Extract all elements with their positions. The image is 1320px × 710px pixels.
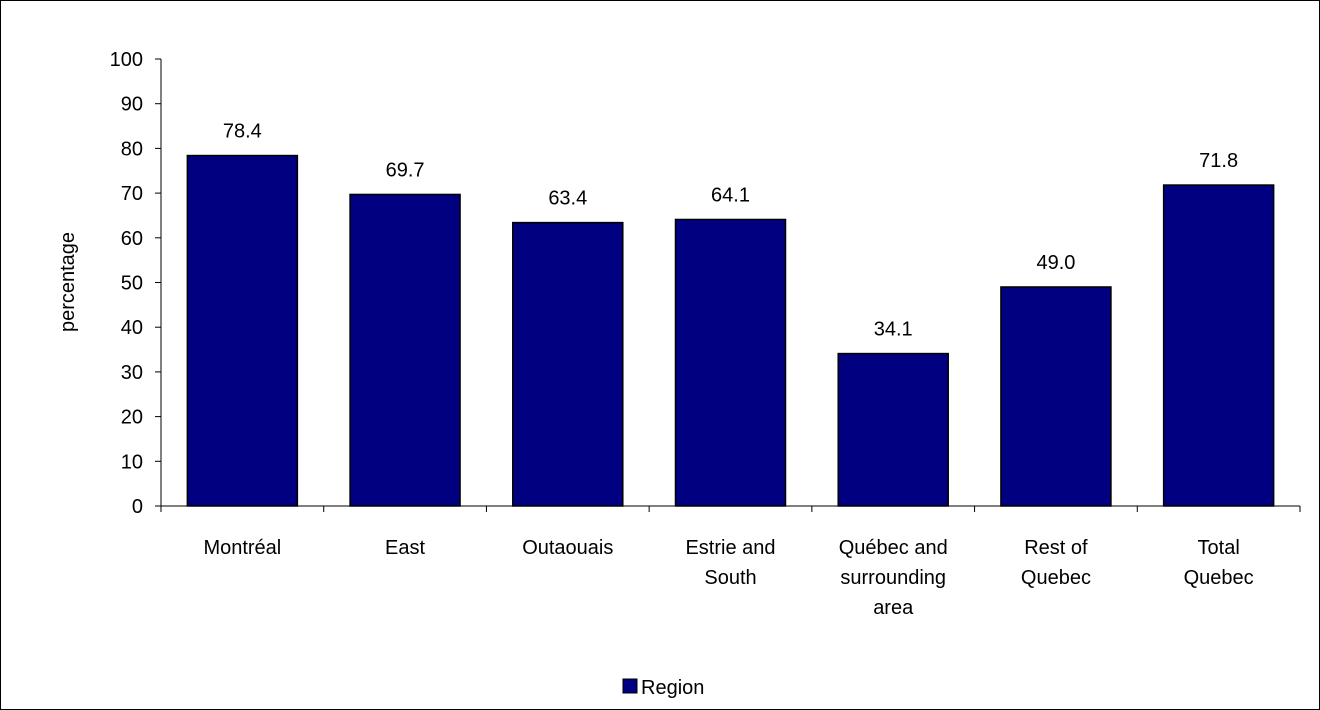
x-category-label: Total Quebec — [1184, 537, 1254, 589]
legend-swatch — [622, 678, 638, 694]
y-tick-label: 0 — [132, 496, 143, 518]
bar — [1162, 184, 1275, 507]
x-category-label: East — [385, 537, 425, 559]
bar — [837, 352, 949, 507]
y-tick-label: 50 — [121, 273, 143, 295]
y-tick-label: 10 — [121, 451, 143, 473]
y-tick-label: 60 — [121, 228, 143, 250]
y-tick-label: 40 — [121, 317, 143, 339]
bar — [1000, 286, 1112, 507]
x-category-label: Québec and surrounding area — [839, 537, 948, 619]
y-tick-label: 100 — [110, 49, 143, 71]
legend-label: Region — [641, 677, 704, 699]
bar — [349, 193, 461, 507]
bar-value-label: 64.1 — [711, 184, 750, 206]
y-tick-label: 80 — [121, 138, 143, 160]
x-category-label: Montréal — [203, 537, 281, 559]
x-category-label: Rest of Quebec — [1021, 537, 1091, 589]
bar-value-label: 69.7 — [386, 159, 425, 181]
legend: Region — [622, 677, 704, 699]
bar-value-label: 71.8 — [1199, 150, 1238, 172]
bar — [186, 154, 299, 507]
bar-value-label: 34.1 — [874, 319, 913, 341]
y-tick-label: 90 — [121, 94, 143, 116]
bar-value-label: 63.4 — [548, 188, 587, 210]
y-tick-label: 20 — [121, 407, 143, 429]
bar — [512, 221, 624, 507]
y-axis-label: percentage — [57, 232, 79, 332]
bar — [674, 218, 787, 507]
bar-value-label: 49.0 — [1036, 252, 1075, 274]
x-category-label: Estrie and South — [685, 537, 775, 589]
y-tick-label: 70 — [121, 183, 143, 205]
y-tick-label: 30 — [121, 362, 143, 384]
x-category-label: Outaouais — [522, 537, 613, 559]
bar-value-label: 78.4 — [223, 121, 262, 143]
